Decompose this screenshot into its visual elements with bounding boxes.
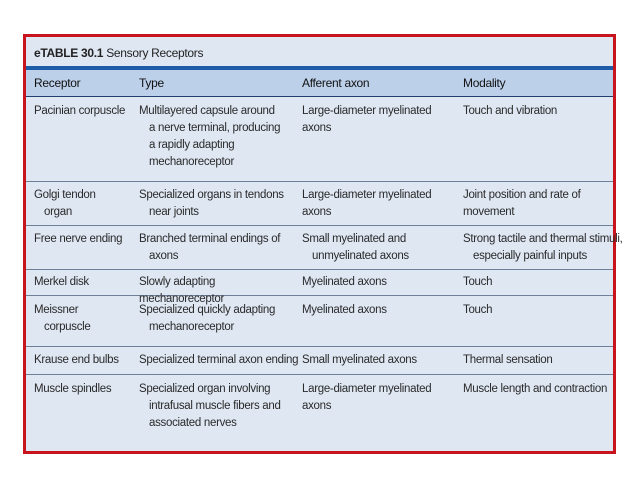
table-row: Krause end bulbs Specialized terminal ax… (26, 347, 613, 375)
table-label: eTABLE 30.1 (34, 46, 104, 60)
table-row: Muscle spindles Specialized organ involv… (26, 375, 613, 445)
table-row: Meissner corpuscle Specialized quickly a… (26, 296, 613, 347)
cell-receptor: Free nerve ending (34, 233, 123, 245)
cell-type: Specialized organs in tendons near joint… (139, 189, 284, 218)
cell-afferent-axon: Myelinated axons (302, 276, 387, 288)
cell-afferent-axon: Small myelinated axons (302, 354, 417, 366)
cell-afferent-axon: Large-diameter myelinated axons (302, 189, 432, 218)
table-row: Golgi tendon organ Specialized organs in… (26, 182, 613, 226)
table-row: Free nerve ending Branched terminal endi… (26, 226, 623, 270)
cell-type: Slowly adapting mechanoreceptor (139, 276, 224, 305)
cell-receptor: Meissner corpuscle (34, 304, 91, 333)
cell-modality: Touch (463, 276, 493, 288)
cell-modality: Touch (463, 304, 493, 316)
cell-receptor: Pacinian corpuscle (34, 105, 126, 117)
cell-modality: Joint position and rate of movement (463, 189, 581, 218)
cell-type: Specialized organ involving intrafusal m… (139, 383, 281, 429)
cell-afferent-axon: Large-diameter myelinated axons (302, 105, 432, 134)
table-caption: eTABLE 30.1 Sensory Receptors (34, 46, 203, 60)
cell-receptor: Golgi tendon organ (34, 189, 96, 218)
header-afferent-axon: Afferent axon (302, 76, 370, 90)
header-receptor: Receptor (34, 76, 81, 90)
cell-modality: Strong tactile and thermal stimuli, espe… (463, 233, 623, 262)
cell-modality: Thermal sensation (463, 354, 553, 366)
table-frame: eTABLE 30.1 Sensory Receptors Receptor T… (23, 34, 623, 454)
cell-modality: Touch and vibration (463, 105, 558, 117)
table-top-rule (26, 66, 613, 70)
cell-afferent-axon: Large-diameter myelinated axons (302, 383, 432, 412)
cell-afferent-axon: Small myelinated and unmyelinated axons (302, 233, 409, 262)
cell-afferent-axon: Myelinated axons (302, 304, 387, 316)
table-header-row: Receptor Type Afferent axon Modality (26, 70, 613, 97)
cell-type: Specialized quickly adapting mechanorece… (139, 304, 276, 333)
cell-type: Multilayered capsule around a nerve term… (139, 105, 281, 168)
cell-receptor: Merkel disk (34, 276, 89, 288)
header-type: Type (139, 76, 164, 90)
header-modality: Modality (463, 76, 506, 90)
table-row: Merkel disk Slowly adapting mechanorecep… (26, 270, 613, 305)
cell-receptor: Muscle spindles (34, 383, 112, 395)
cell-modality: Muscle length and contraction (463, 383, 608, 395)
table-title: Sensory Receptors (106, 46, 204, 60)
cell-type: Branched terminal endings of axons (139, 233, 281, 262)
cell-type: Specialized terminal axon ending (139, 354, 299, 366)
cell-receptor: Krause end bulbs (34, 354, 119, 366)
table-row: Pacinian corpuscle Multilayered capsule … (26, 97, 613, 182)
